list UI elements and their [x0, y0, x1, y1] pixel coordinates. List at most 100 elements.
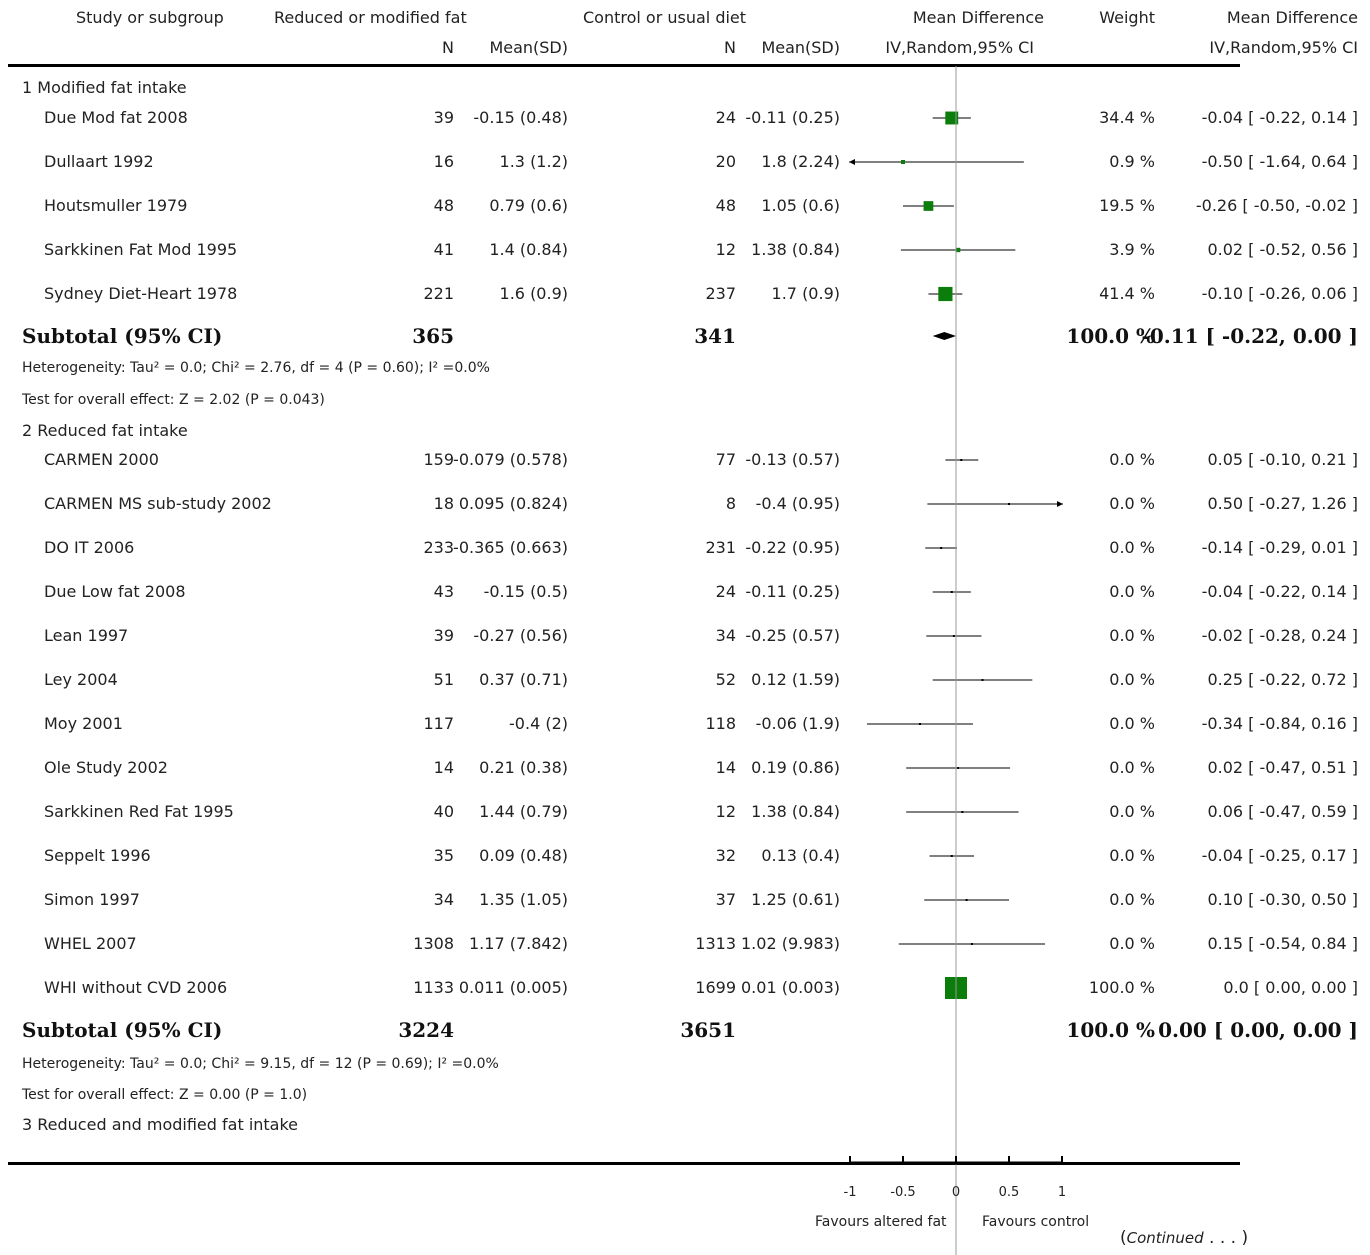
- effect-box: [950, 855, 953, 857]
- study-mean2: 1.8 (2.24): [761, 152, 840, 171]
- study-mean1: -0.15 (0.5): [483, 582, 568, 601]
- study-n2: 237: [705, 284, 736, 303]
- subgroup-title: 3 Reduced and modified fat intake: [22, 1115, 299, 1134]
- study-name: CARMEN MS sub-study 2002: [44, 494, 272, 513]
- subtotal-ci: -0.11 [ -0.22, 0.00 ]: [1141, 324, 1358, 348]
- study-mean1: 1.3 (1.2): [499, 152, 568, 171]
- study-ci: 0.15 [ -0.54, 0.84 ]: [1207, 934, 1358, 953]
- continued-open: (: [1120, 1228, 1127, 1248]
- study-n2: 8: [725, 494, 736, 513]
- x-tick-label: -0.5: [890, 1185, 915, 1200]
- overall-effect-text: Test for overall effect: Z = 2.02 (P = 0…: [22, 392, 325, 408]
- study-n2: 48: [715, 196, 736, 215]
- study-name: CARMEN 2000: [44, 450, 159, 469]
- continued-word: Continued: [1126, 1229, 1204, 1247]
- study-ci: -0.50 [ -1.64, 0.64 ]: [1201, 152, 1358, 171]
- study-ci: 0.02 [ -0.47, 0.51 ]: [1207, 758, 1358, 777]
- study-mean1: 1.4 (0.84): [489, 240, 568, 259]
- overall-effect-text: Test for overall effect: Z = 0.00 (P = 1…: [22, 1087, 308, 1103]
- study-weight: 0.0 %: [1109, 890, 1155, 909]
- study-n2: 34: [715, 626, 736, 645]
- study-mean2: -0.25 (0.57): [745, 626, 840, 645]
- study-mean1: 1.44 (0.79): [479, 802, 568, 821]
- study-n2: 20: [715, 152, 736, 171]
- study-mean2: -0.11 (0.25): [745, 108, 840, 127]
- header-md-plot: Mean Difference: [912, 8, 1044, 27]
- study-ci: -0.04 [ -0.22, 0.14 ]: [1201, 108, 1358, 127]
- effect-box: [950, 591, 953, 593]
- study-weight: 0.9 %: [1109, 152, 1155, 171]
- study-name: WHEL 2007: [44, 934, 137, 953]
- study-n1: 43: [433, 582, 454, 601]
- study-mean1: 0.095 (0.824): [458, 494, 568, 513]
- axis-label-right: Favours control: [982, 1214, 1090, 1230]
- study-weight: 0.0 %: [1109, 626, 1155, 645]
- study-mean1: 1.17 (7.842): [469, 934, 568, 953]
- study-ci: 0.02 [ -0.52, 0.56 ]: [1207, 240, 1358, 259]
- study-n1: 40: [433, 802, 454, 821]
- study-ci: -0.10 [ -0.26, 0.06 ]: [1201, 284, 1358, 303]
- study-mean1: 0.21 (0.38): [479, 758, 568, 777]
- axis-label-left: Favours altered fat: [815, 1214, 947, 1230]
- subtotal-ci: 0.00 [ 0.00, 0.00 ]: [1158, 1018, 1358, 1042]
- study-weight: 0.0 %: [1109, 450, 1155, 469]
- study-n1: 221: [423, 284, 454, 303]
- study-n2: 24: [715, 108, 736, 127]
- header-mean2: Mean(SD): [761, 38, 840, 57]
- study-n1: 1133: [413, 978, 454, 997]
- effect-box: [901, 160, 905, 164]
- study-name: Houtsmuller 1979: [44, 196, 188, 215]
- header-rule: [8, 64, 1240, 67]
- study-ci: -0.26 [ -0.50, -0.02 ]: [1195, 196, 1358, 215]
- study-n1: 41: [433, 240, 454, 259]
- study-mean2: 1.38 (0.84): [751, 802, 840, 821]
- study-weight: 0.0 %: [1109, 582, 1155, 601]
- study-n1: 1308: [413, 934, 454, 953]
- study-n1: 39: [433, 108, 454, 127]
- header-mean1: Mean(SD): [489, 38, 568, 57]
- study-weight: 0.0 %: [1109, 714, 1155, 733]
- heterogeneity-text: Heterogeneity: Tau² = 0.0; Chi² = 2.76, …: [22, 360, 490, 376]
- header-treatment: Reduced or modified fat: [274, 8, 467, 27]
- effect-box: [1008, 503, 1010, 505]
- ci-arrow-right: [1057, 501, 1063, 507]
- header-study: Study or subgroup: [76, 8, 224, 27]
- study-weight: 0.0 %: [1109, 934, 1155, 953]
- study-mean1: -0.079 (0.578): [453, 450, 568, 469]
- study-mean1: -0.365 (0.663): [453, 538, 568, 557]
- footer-rule: [8, 1162, 1240, 1165]
- ci-arrow-left: [849, 159, 855, 165]
- study-n2: 24: [715, 582, 736, 601]
- study-mean1: 0.011 (0.005): [458, 978, 568, 997]
- study-mean1: -0.15 (0.48): [473, 108, 568, 127]
- study-name: WHI without CVD 2006: [44, 978, 228, 997]
- study-n2: 12: [715, 802, 736, 821]
- study-weight: 0.0 %: [1109, 670, 1155, 689]
- effect-box: [957, 767, 960, 769]
- study-mean2: 1.05 (0.6): [761, 196, 840, 215]
- study-n1: 117: [423, 714, 454, 733]
- header-weight: Weight: [1099, 8, 1155, 27]
- x-tick-label: 0.5: [999, 1185, 1020, 1200]
- study-mean2: 0.19 (0.86): [751, 758, 840, 777]
- study-mean2: -0.4 (0.95): [755, 494, 840, 513]
- study-name: Sarkkinen Red Fat 1995: [44, 802, 234, 821]
- study-mean2: 1.25 (0.61): [751, 890, 840, 909]
- study-mean2: -0.11 (0.25): [745, 582, 840, 601]
- effect-box: [970, 943, 973, 945]
- study-ci: 0.10 [ -0.30, 0.50 ]: [1207, 890, 1358, 909]
- study-name: Ole Study 2002: [44, 758, 168, 777]
- study-mean2: 0.12 (1.59): [751, 670, 840, 689]
- study-mean2: 1.38 (0.84): [751, 240, 840, 259]
- effect-box: [940, 547, 943, 549]
- study-mean2: -0.06 (1.9): [755, 714, 840, 733]
- study-weight: 41.4 %: [1099, 284, 1155, 303]
- header-control: Control or usual diet: [583, 8, 747, 27]
- subtotal-n2: 341: [694, 324, 736, 348]
- study-ci: -0.04 [ -0.25, 0.17 ]: [1201, 846, 1358, 865]
- effect-box: [923, 201, 934, 211]
- effect-box: [960, 459, 963, 461]
- x-tick-label: 0: [952, 1185, 960, 1200]
- header-n1: N: [442, 38, 454, 57]
